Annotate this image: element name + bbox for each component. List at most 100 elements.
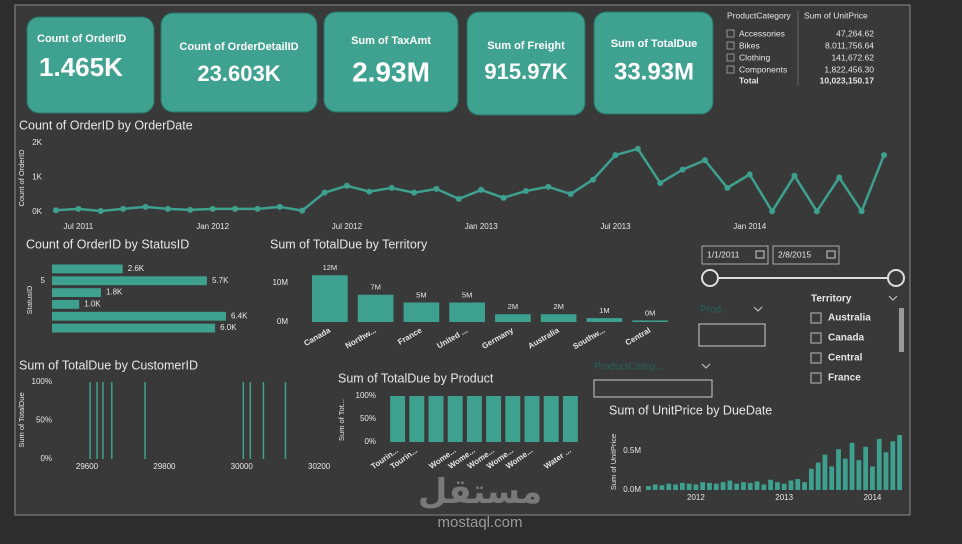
x-tick-label: 30000 — [231, 462, 254, 471]
checkbox[interactable] — [810, 352, 822, 364]
card-label: Sum of TotalDue — [611, 38, 698, 50]
bar — [741, 482, 746, 490]
point — [724, 184, 731, 191]
card-label: Count of OrderID — [37, 33, 126, 45]
bar — [102, 382, 104, 459]
bar — [842, 458, 848, 490]
bar — [52, 288, 101, 297]
data-label: 12M — [323, 263, 338, 272]
bar — [52, 311, 226, 321]
table-total: 10,023,150.17 — [820, 75, 875, 85]
point — [478, 186, 485, 193]
bar — [863, 446, 869, 490]
date-input[interactable] — [772, 245, 840, 265]
bar — [713, 483, 719, 490]
card[interactable] — [466, 11, 586, 116]
calendar-icon[interactable] — [755, 250, 765, 259]
bar — [883, 452, 889, 490]
bar — [495, 314, 531, 322]
card[interactable] — [593, 11, 714, 115]
y-tick-label: 50% — [360, 414, 376, 423]
bar — [876, 438, 882, 490]
table-cell: Bikes — [739, 40, 760, 50]
calendar-icon[interactable] — [826, 250, 836, 259]
point — [881, 152, 887, 159]
x-tick-label: Jan 2013 — [465, 222, 498, 231]
data-label: 1.0K — [84, 300, 101, 309]
point — [701, 157, 708, 164]
y-tick-label: 10M — [272, 278, 288, 287]
checkbox[interactable] — [810, 332, 822, 344]
point — [276, 203, 283, 210]
x-tick-label: 2012 — [687, 493, 705, 502]
point — [612, 152, 619, 159]
y-tick-label: 100% — [32, 377, 52, 386]
bar — [802, 482, 807, 490]
chevron[interactable] — [753, 306, 763, 312]
data-label: 5M — [416, 291, 426, 300]
point — [455, 195, 462, 202]
x-tick-label: 2013 — [775, 493, 793, 502]
bar — [357, 294, 394, 322]
chart-title: Count of OrderID by OrderDate — [19, 118, 193, 132]
bar — [727, 480, 733, 490]
slicer-box[interactable] — [698, 323, 766, 347]
chevron[interactable] — [888, 295, 898, 301]
point — [769, 208, 776, 215]
x-tick-label: Jan 2014 — [733, 222, 766, 231]
card-label: Sum of Freight — [487, 40, 565, 52]
slicer-box[interactable] — [593, 379, 713, 398]
chevron[interactable] — [701, 363, 711, 369]
bar — [720, 482, 726, 490]
point — [545, 183, 552, 190]
date-input[interactable] — [701, 245, 769, 265]
bar — [466, 396, 482, 442]
x-tick-label: Jul 2011 — [64, 222, 94, 231]
point — [657, 180, 664, 187]
bar — [449, 302, 485, 322]
point — [53, 207, 59, 214]
bar — [111, 382, 113, 459]
bar — [686, 483, 692, 490]
slicer-title: Prod... — [700, 305, 729, 316]
y-tick-label: 0.5M — [623, 446, 641, 455]
bar — [409, 396, 425, 442]
line — [55, 147, 886, 214]
card[interactable] — [26, 16, 155, 114]
bar — [447, 396, 463, 442]
table-header[interactable]: ProductCategory — [727, 10, 792, 20]
chart-title: Sum of TotalDue by Territory — [270, 237, 428, 251]
card-label: Sum of TaxAmt — [351, 35, 431, 47]
point — [142, 203, 149, 210]
chart-title: Sum of TotalDue by Product — [338, 371, 494, 385]
bar — [693, 484, 699, 490]
y-axis-title: Sum of UnitPrice — [609, 434, 618, 490]
bar — [312, 275, 348, 322]
table-header[interactable]: Sum of UnitPrice — [804, 10, 868, 20]
bar — [52, 323, 216, 333]
slicer-title: Territory — [811, 294, 852, 305]
card[interactable] — [323, 11, 459, 113]
scrollbar[interactable] — [899, 308, 904, 352]
data-label: 2M — [508, 302, 518, 311]
checkbox[interactable] — [810, 312, 822, 324]
range-handle[interactable] — [887, 269, 905, 287]
point — [813, 208, 820, 215]
bar — [815, 462, 821, 490]
checkbox[interactable] — [810, 372, 822, 384]
point — [634, 145, 641, 152]
range-handle[interactable] — [701, 269, 719, 287]
card[interactable] — [160, 12, 318, 113]
point — [858, 208, 865, 215]
bar — [524, 396, 540, 442]
date-end: 2/8/2015 — [778, 249, 811, 259]
y-tick-label: 0% — [40, 454, 52, 463]
y-tick-label: 0.0M — [623, 485, 641, 494]
card-value: 915.97K — [484, 59, 567, 84]
x-tick-label: 29600 — [76, 462, 99, 471]
point — [366, 188, 373, 195]
slicer-option: Central — [828, 353, 863, 364]
point — [75, 205, 82, 212]
bar — [505, 396, 521, 442]
